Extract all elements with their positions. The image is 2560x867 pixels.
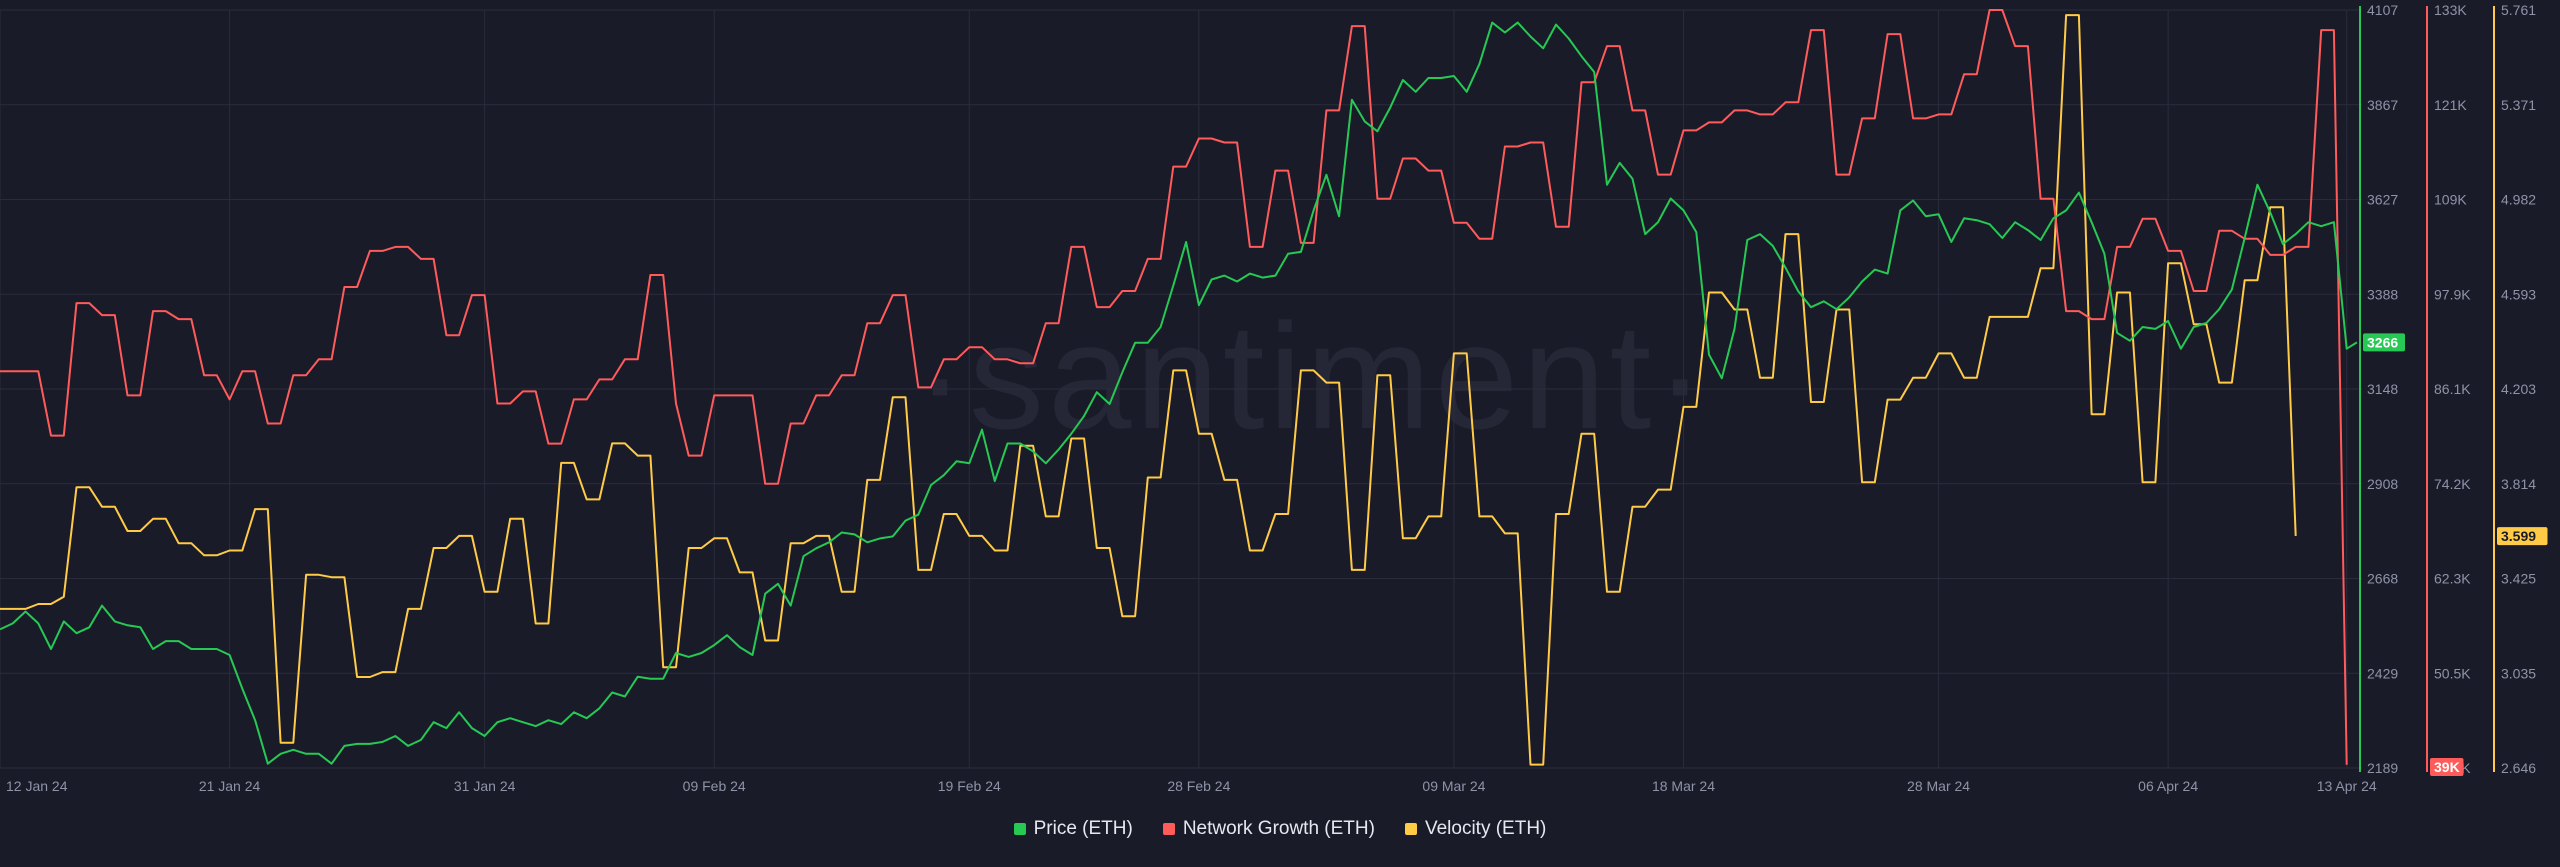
current-value-badge-network	[2430, 758, 2464, 776]
current-value-badge-velocity	[2497, 527, 2548, 546]
current-value-label-price: 3266	[2367, 334, 2398, 350]
y-tick-label-velocity: 4.203	[2501, 381, 2536, 397]
x-tick-label: 09 Mar 24	[1422, 778, 1485, 794]
x-tick-label: 12 Jan 24	[6, 778, 68, 794]
legend-item-network-growth[interactable]: Network Growth (ETH)	[1162, 818, 1375, 840]
x-tick-label: 13 Apr 24	[2317, 778, 2377, 794]
y-tick-label-velocity: 4.593	[2501, 286, 2536, 302]
y-tick-label-velocity: 3.814	[2501, 476, 2536, 492]
y-tick-label-price: 4107	[2367, 2, 2398, 18]
santiment-watermark: ·santiment·	[915, 292, 1710, 460]
x-tick-label: 21 Jan 24	[199, 778, 261, 794]
current-value-badge-price	[2363, 333, 2405, 352]
legend-swatch-network-growth	[1162, 823, 1175, 835]
y-tick-label-network: 86.1K	[2434, 381, 2471, 397]
y-tick-label-network: 121K	[2434, 97, 2467, 113]
y-tick-label-velocity: 2.646	[2501, 760, 2536, 776]
y-tick-label-network: 133K	[2434, 2, 2467, 18]
y-tick-label-price: 2668	[2367, 571, 2398, 587]
y-tick-label-network: 62.3K	[2434, 571, 2471, 587]
current-value-label-velocity: 3.599	[2501, 528, 2536, 544]
y-tick-label-network: 109K	[2434, 192, 2467, 208]
y-tick-label-price: 2189	[2367, 760, 2398, 776]
legend-item-velocity[interactable]: Velocity (ETH)	[1404, 818, 1547, 840]
series-line-network	[0, 9, 2348, 765]
legend: Price (ETH) Network Growth (ETH) Velocit…	[0, 818, 2560, 840]
legend-label-network-growth: Network Growth (ETH)	[1182, 818, 1375, 839]
y-tick-label-network: 74.2K	[2434, 476, 2471, 492]
x-tick-label: 06 Apr 24	[2138, 778, 2198, 794]
y-tick-label-network: 97.9K	[2434, 286, 2471, 302]
legend-swatch-velocity	[1404, 823, 1417, 835]
y-tick-label-price: 2429	[2367, 665, 2398, 681]
y-tick-label-price: 3388	[2367, 286, 2398, 302]
y-tick-label-price: 3867	[2367, 97, 2398, 113]
x-tick-label: 28 Mar 24	[1907, 778, 1970, 794]
y-tick-label-velocity: 3.425	[2501, 571, 2536, 587]
series-line-price	[0, 21, 2358, 765]
legend-item-price[interactable]: Price (ETH)	[1013, 818, 1133, 840]
y-tick-label-price: 3148	[2367, 381, 2398, 397]
legend-label-velocity: Velocity (ETH)	[1424, 818, 1547, 839]
legend-label-price: Price (ETH)	[1033, 818, 1133, 839]
x-tick-label: 09 Feb 24	[683, 778, 746, 794]
y-tick-label-network: 50.5K	[2434, 665, 2471, 681]
x-tick-label: 19 Feb 24	[938, 778, 1001, 794]
legend-swatch-price	[1013, 823, 1026, 835]
series-line-velocity	[0, 14, 2297, 766]
y-tick-label-price: 3627	[2367, 192, 2398, 208]
x-tick-label: 18 Mar 24	[1652, 778, 1715, 794]
y-tick-label-velocity: 3.035	[2501, 665, 2536, 681]
y-tick-label-velocity: 5.371	[2501, 97, 2536, 113]
y-tick-label-price: 2908	[2367, 476, 2398, 492]
x-tick-label: 31 Jan 24	[454, 778, 516, 794]
y-tick-label-velocity: 5.761	[2501, 2, 2536, 18]
current-value-label-network: 39K	[2434, 759, 2460, 775]
y-tick-label-velocity: 4.982	[2501, 192, 2536, 208]
x-tick-label: 28 Feb 24	[1167, 778, 1230, 794]
